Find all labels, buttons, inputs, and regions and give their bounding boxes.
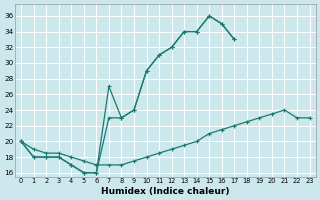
X-axis label: Humidex (Indice chaleur): Humidex (Indice chaleur) [101, 187, 229, 196]
